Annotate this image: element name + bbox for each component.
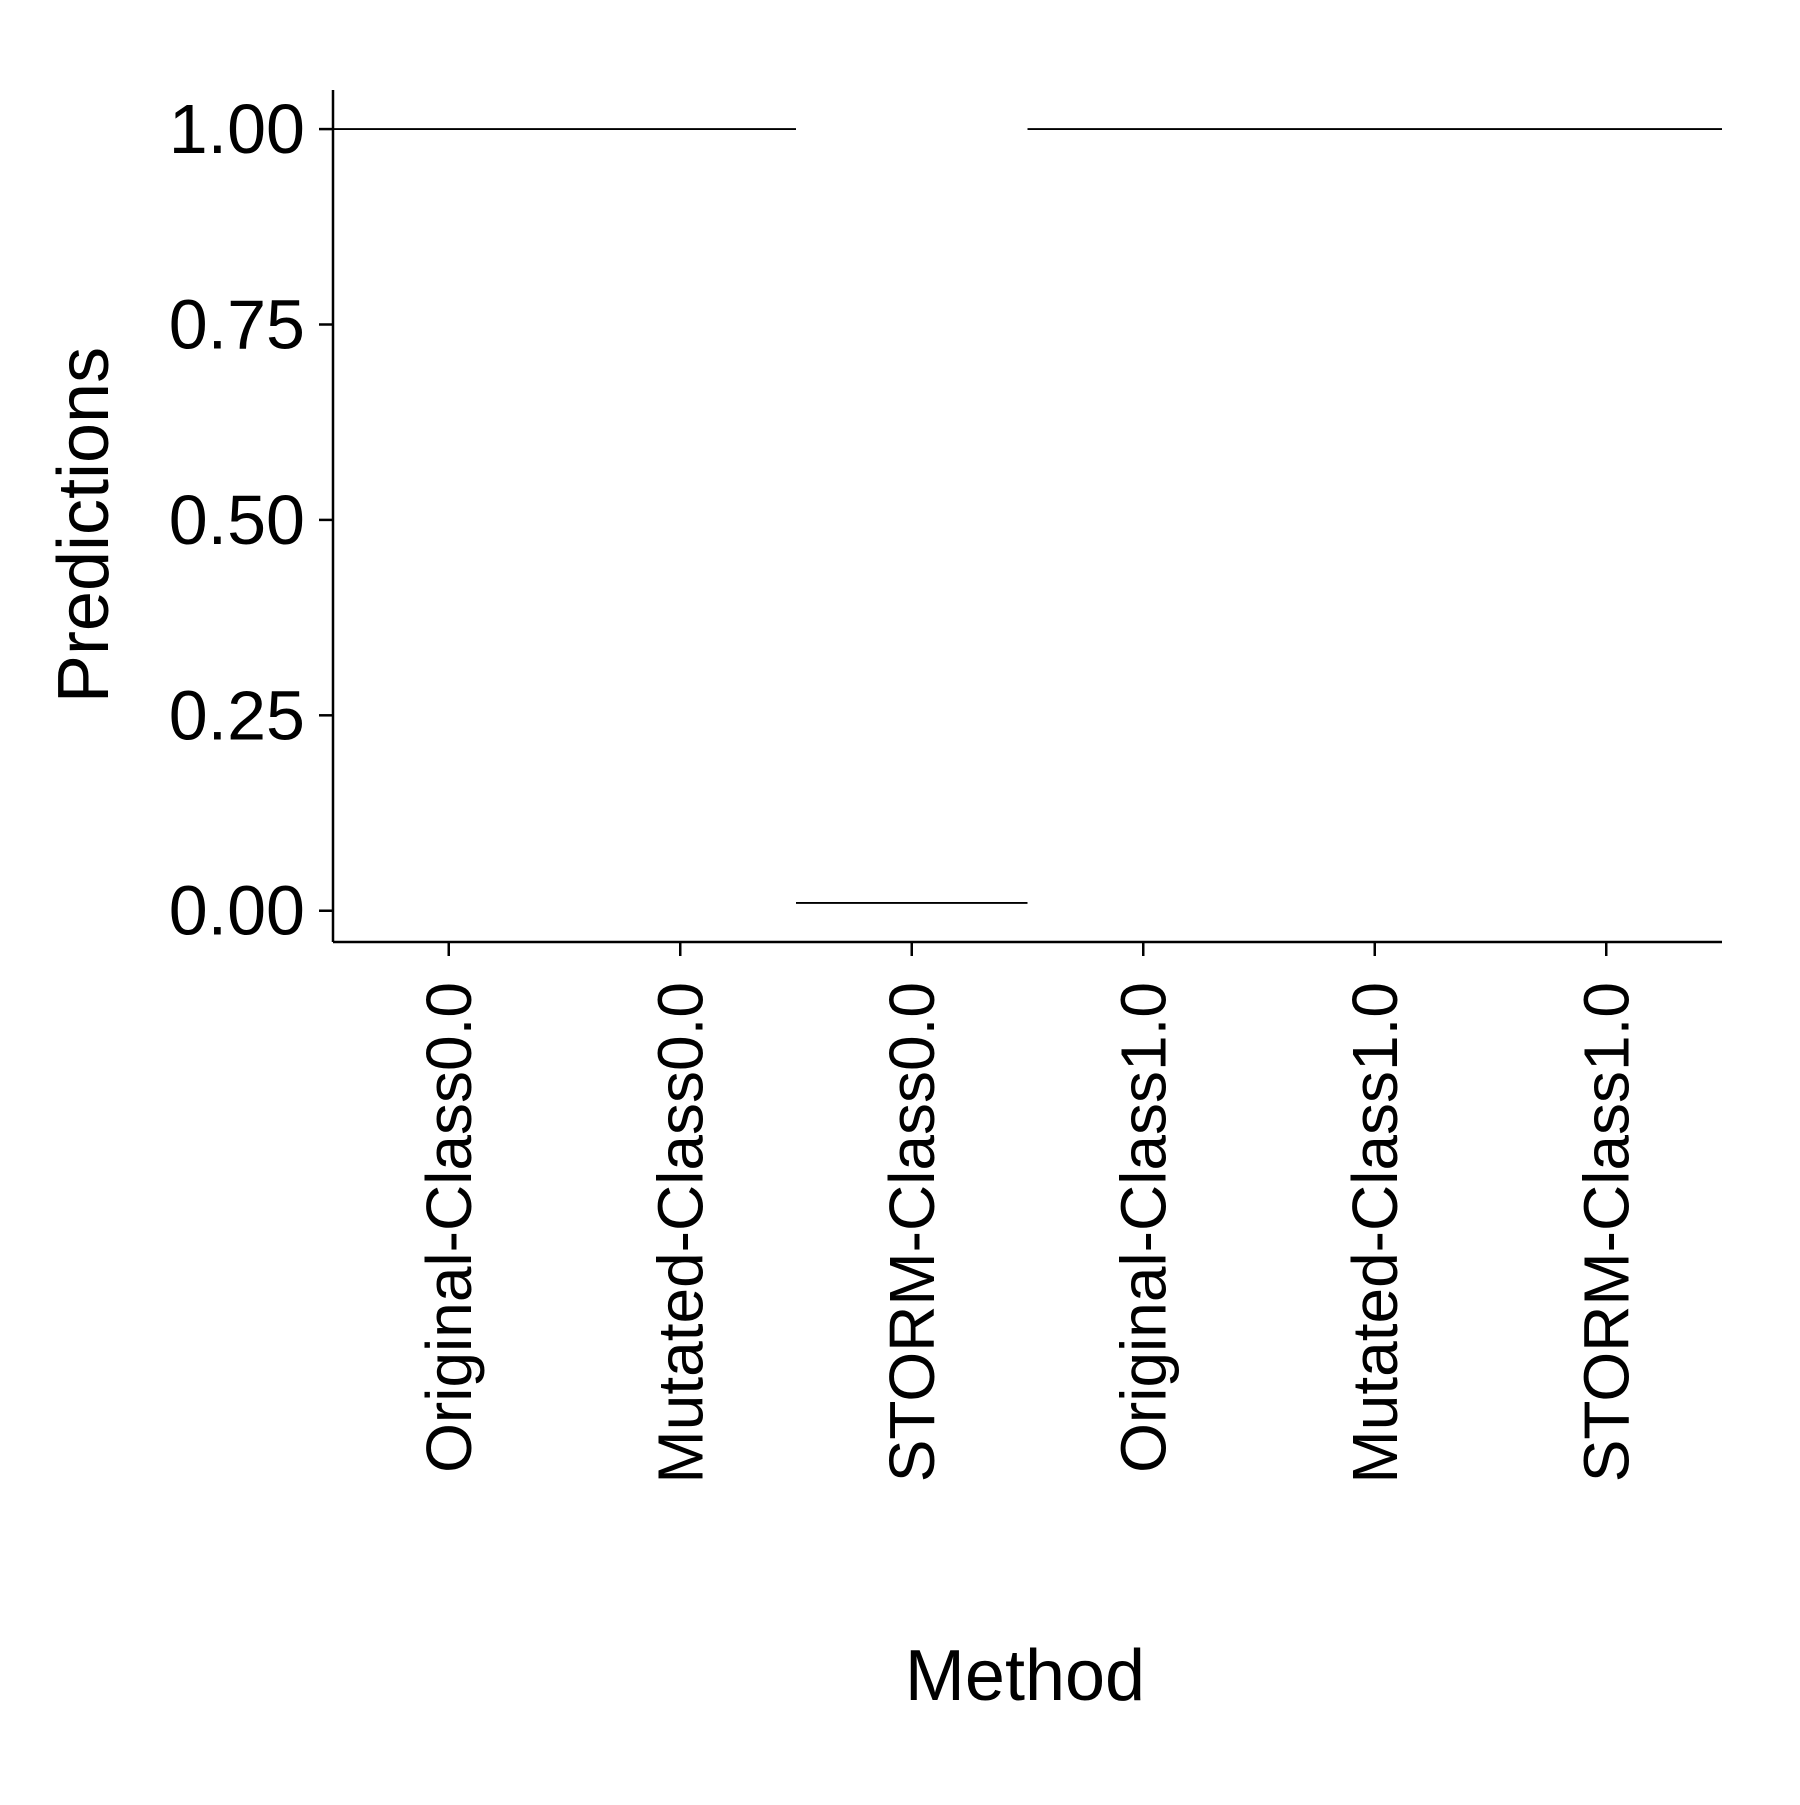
y-tick-label: 0.75 [169, 285, 305, 363]
y-axis: 0.00 0.25 0.50 0.75 1.00 [169, 90, 335, 950]
x-tick-label: Original-Class0.0 [413, 982, 485, 1473]
y-tick-label: 0.00 [169, 872, 305, 950]
x-tick-label: Mutated-Class0.0 [644, 982, 716, 1484]
y-tick-label: 0.50 [169, 481, 305, 559]
y-tick-label: 1.00 [169, 90, 305, 168]
x-axis-title: Method [905, 1636, 1145, 1716]
y-tick-label: 0.25 [169, 676, 305, 754]
y-axis-title: Predictions [44, 347, 124, 703]
median-lines [333, 128, 1722, 904]
x-tick-label: STORM-Class0.0 [876, 982, 948, 1482]
x-tick-label: Mutated-Class1.0 [1339, 982, 1411, 1484]
x-tick-label: STORM-Class1.0 [1570, 982, 1642, 1482]
x-axis: Original-Class0.0 Mutated-Class0.0 STORM-C… [333, 940, 1722, 1484]
x-tick-label: Original-Class1.0 [1107, 982, 1179, 1473]
